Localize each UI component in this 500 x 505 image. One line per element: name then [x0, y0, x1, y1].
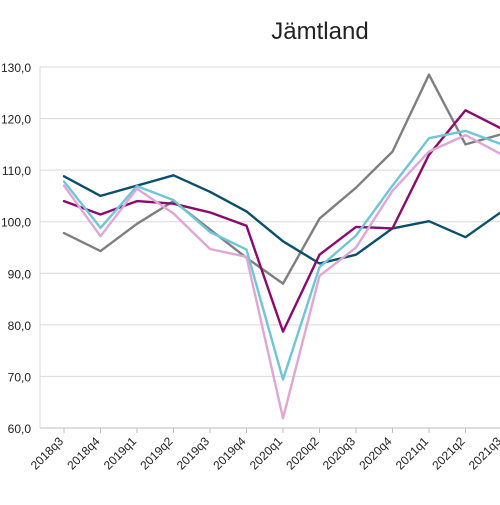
axes	[39, 67, 500, 433]
y-tick-label: 60,0	[8, 422, 32, 436]
x-tick-label: 2020q2	[283, 434, 321, 472]
x-tick-label: 2020q4	[356, 434, 394, 472]
series-line-4	[62, 129, 500, 381]
y-tick-label: 90,0	[8, 267, 32, 281]
x-tick-label: 2020q1	[247, 434, 285, 472]
x-tick-label: 2019q4	[210, 434, 248, 472]
series-line-2	[62, 174, 500, 265]
x-tick-label: 2018q3	[28, 434, 66, 472]
x-tick-label: 2021q1	[393, 434, 431, 472]
x-tick-label: 2021q3	[466, 434, 500, 472]
series-line-1	[62, 73, 500, 285]
x-tick-label: 2021q2	[429, 434, 467, 472]
chart-title: Jämtland	[271, 18, 369, 45]
series-line-5	[62, 133, 500, 420]
y-tick-labels: 60,0 70,0 80,0 90,0 100,0 110,0 120,0 130,0	[1, 61, 31, 436]
x-tick-label: 2019q1	[101, 434, 139, 472]
x-tick-label: 2018q4	[64, 434, 102, 472]
series-lines	[62, 73, 500, 420]
x-tick-label: 2020q3	[320, 434, 358, 472]
x-tick-labels: 2018q32018q42019q12019q22019q32019q42020…	[28, 434, 500, 472]
gridlines	[40, 66, 500, 429]
x-tick-label: 2019q3	[174, 434, 212, 472]
y-tick-label: 130,0	[1, 61, 31, 75]
y-tick-label: 120,0	[1, 113, 31, 127]
x-tick-label: 2019q2	[137, 434, 175, 472]
series-line-3	[62, 109, 500, 333]
y-tick-label: 100,0	[1, 216, 31, 230]
y-tick-label: 80,0	[8, 319, 32, 333]
y-tick-label: 110,0	[2, 164, 31, 178]
y-tick-label: 70,0	[8, 370, 32, 384]
